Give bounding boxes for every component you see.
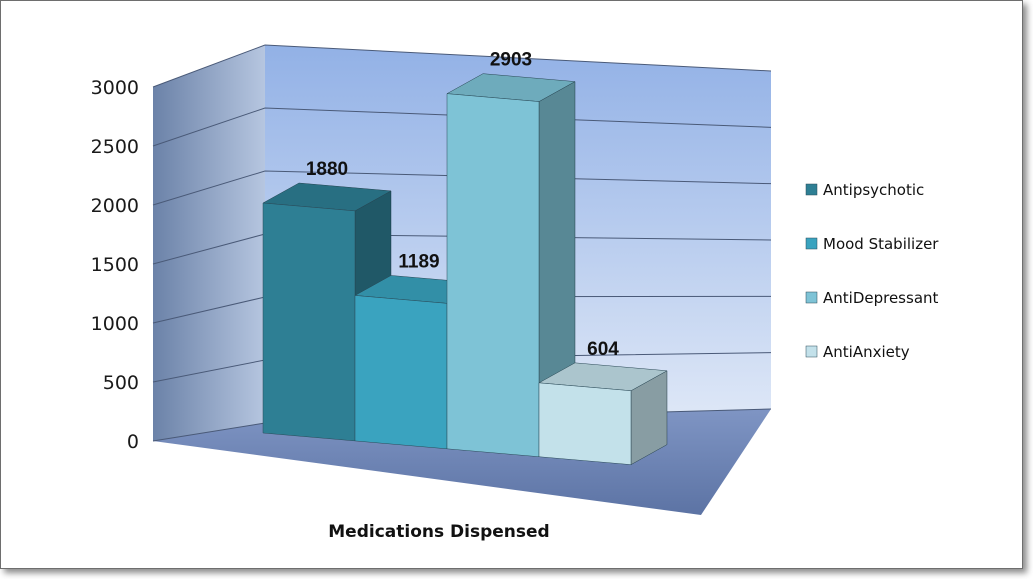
bar-top-shade — [447, 73, 575, 102]
y-tick-label: 0 — [127, 431, 139, 453]
legend: Antipsychotic Mood Stabilizer AntiDepressa… — [805, 181, 939, 361]
bar-side-shade — [539, 81, 575, 457]
bar-antidepressant — [446, 73, 576, 458]
legend-swatch — [805, 183, 818, 196]
legend-entry: AntiDepressant — [823, 289, 939, 307]
bar-chart-3d: 0 500 1000 1500 2000 2500 3000 1880 1189 2903 604… — [91, 44, 939, 542]
bar-front — [354, 295, 448, 450]
bar-front — [538, 382, 632, 465]
bar-top-shade — [539, 362, 667, 391]
gridline — [152, 170, 772, 206]
gridline — [152, 107, 772, 147]
legend-swatch — [805, 291, 818, 304]
chart-side-wall — [153, 45, 265, 441]
y-tick-label: 1000 — [91, 313, 139, 335]
legend-swatch — [805, 237, 818, 250]
bar-top-shade — [263, 183, 391, 211]
gridline — [152, 44, 772, 88]
x-axis-title: Medications Dispensed — [328, 522, 549, 542]
y-tick-label: 1500 — [91, 254, 139, 276]
legend-swatch — [805, 345, 818, 358]
bar-side-shade — [631, 370, 667, 465]
data-label: 604 — [587, 339, 619, 360]
bar-front — [262, 202, 356, 442]
y-tick-label: 2500 — [91, 136, 139, 158]
legend-entry: AntiAnxiety — [823, 343, 910, 361]
data-labels: 1880 1189 2903 604 — [306, 50, 619, 360]
bar-antianxiety — [538, 362, 668, 466]
legend-entry: Mood Stabilizer — [823, 235, 939, 253]
y-tick-label: 2000 — [91, 195, 139, 217]
legend-entry: Antipsychotic — [823, 181, 924, 199]
y-tick-label: 3000 — [91, 77, 139, 99]
data-label: 1189 — [398, 251, 439, 272]
bar-front — [446, 93, 540, 458]
data-label: 1880 — [306, 159, 348, 180]
data-label: 2903 — [490, 50, 532, 71]
y-tick-label: 500 — [103, 372, 139, 394]
y-axis-ticks: 0 500 1000 1500 2000 2500 3000 — [91, 77, 139, 453]
bars — [262, 73, 668, 466]
chart-frame: 0 500 1000 1500 2000 2500 3000 1880 1189 2903 604… — [0, 0, 1023, 569]
